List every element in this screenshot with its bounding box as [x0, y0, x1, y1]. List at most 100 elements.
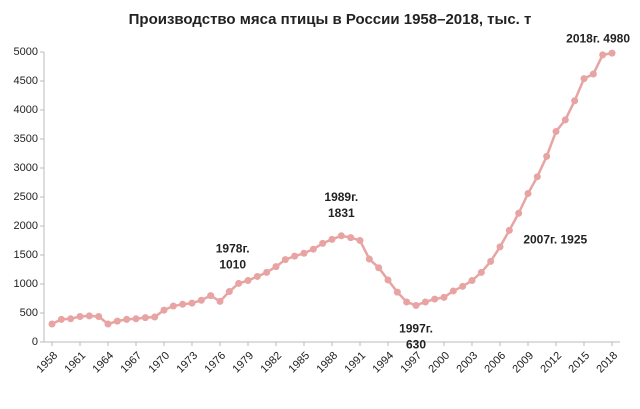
point — [216, 297, 224, 305]
point — [561, 116, 569, 124]
chart-title: Производство мяса птицы в России 1958–20… — [129, 11, 532, 28]
x-tick-label: 1958 — [34, 350, 60, 376]
point — [76, 312, 84, 320]
point — [253, 272, 261, 280]
annotation: 2018г. 4980 — [566, 31, 630, 45]
annotation: 1831 — [328, 206, 355, 220]
point — [272, 263, 280, 271]
point — [281, 256, 289, 264]
x-tick-label: 1985 — [286, 350, 312, 376]
y-tick-label: 1500 — [14, 249, 38, 261]
point — [263, 268, 271, 276]
point — [300, 249, 308, 257]
point — [207, 292, 215, 300]
point — [347, 234, 355, 242]
point — [132, 315, 140, 323]
point — [543, 152, 551, 160]
point — [319, 239, 327, 247]
x-tick-label: 1976 — [202, 350, 228, 376]
point — [599, 51, 607, 59]
point — [197, 296, 205, 304]
y-tick-label: 2500 — [14, 191, 38, 203]
point — [179, 300, 187, 308]
point — [608, 49, 616, 57]
point — [123, 315, 131, 323]
point — [421, 298, 429, 306]
y-tick-label: 0 — [32, 336, 38, 348]
x-tick-label: 2018 — [594, 350, 620, 376]
point — [291, 252, 299, 260]
point — [412, 301, 420, 309]
point — [477, 268, 485, 276]
point — [580, 75, 588, 83]
x-tick-label: 2009 — [510, 350, 536, 376]
x-tick-label: 1991 — [342, 350, 368, 376]
point — [104, 320, 112, 328]
point — [48, 320, 56, 328]
point — [459, 282, 467, 290]
point — [431, 295, 439, 303]
x-tick-label: 2006 — [482, 350, 508, 376]
annotation: 2007г. 1925 — [523, 233, 587, 247]
y-tick-label: 5000 — [14, 46, 38, 58]
x-tick-label: 2012 — [538, 350, 564, 376]
point — [589, 70, 597, 78]
point — [468, 277, 476, 285]
x-tick-label: 1964 — [90, 350, 116, 376]
point — [67, 315, 75, 323]
point — [57, 315, 65, 323]
point — [225, 288, 233, 296]
point — [440, 293, 448, 301]
annotation: 1989г. — [324, 190, 358, 204]
x-tick-label: 1961 — [62, 350, 88, 376]
point — [384, 276, 392, 284]
x-tick-label: 2003 — [454, 350, 480, 376]
point — [365, 255, 373, 263]
x-tick-label: 1973 — [174, 350, 200, 376]
point — [375, 264, 383, 272]
point — [328, 235, 336, 243]
annotation: 1978г. — [216, 242, 250, 256]
y-tick-label: 3500 — [14, 133, 38, 145]
point — [309, 245, 317, 253]
point — [141, 314, 149, 322]
y-tick-label: 4500 — [14, 75, 38, 87]
point — [235, 279, 243, 287]
annotation: 1010 — [219, 258, 246, 272]
annotation: 630 — [406, 338, 426, 352]
point — [403, 298, 411, 306]
x-tick-label: 1979 — [230, 350, 256, 376]
x-tick-label: 1970 — [146, 350, 172, 376]
x-tick-label: 1994 — [370, 350, 396, 376]
x-tick-label: 1988 — [314, 350, 340, 376]
point — [496, 243, 504, 251]
x-tick-label: 1997 — [398, 350, 424, 376]
point — [449, 287, 457, 295]
point — [524, 190, 532, 198]
point — [505, 226, 513, 234]
point — [244, 277, 252, 285]
point — [169, 302, 177, 310]
point — [188, 299, 196, 307]
point — [113, 317, 121, 325]
y-tick-label: 500 — [20, 307, 38, 319]
point — [85, 312, 93, 320]
y-tick-label: 1000 — [14, 278, 38, 290]
point — [337, 232, 345, 240]
annotation: 1997г. — [399, 322, 433, 336]
point — [356, 237, 364, 244]
y-tick-label: 3000 — [14, 162, 38, 174]
point — [515, 209, 523, 217]
point — [571, 97, 579, 105]
point — [552, 127, 560, 135]
point — [151, 313, 159, 321]
line — [51, 51, 613, 326]
x-tick-label: 1982 — [258, 350, 284, 376]
y-tick-label: 2000 — [14, 220, 38, 232]
point — [393, 288, 401, 296]
point — [533, 173, 541, 181]
y-tick-label: 4000 — [14, 104, 38, 116]
x-tick-label: 2015 — [566, 350, 592, 376]
point — [95, 312, 103, 320]
